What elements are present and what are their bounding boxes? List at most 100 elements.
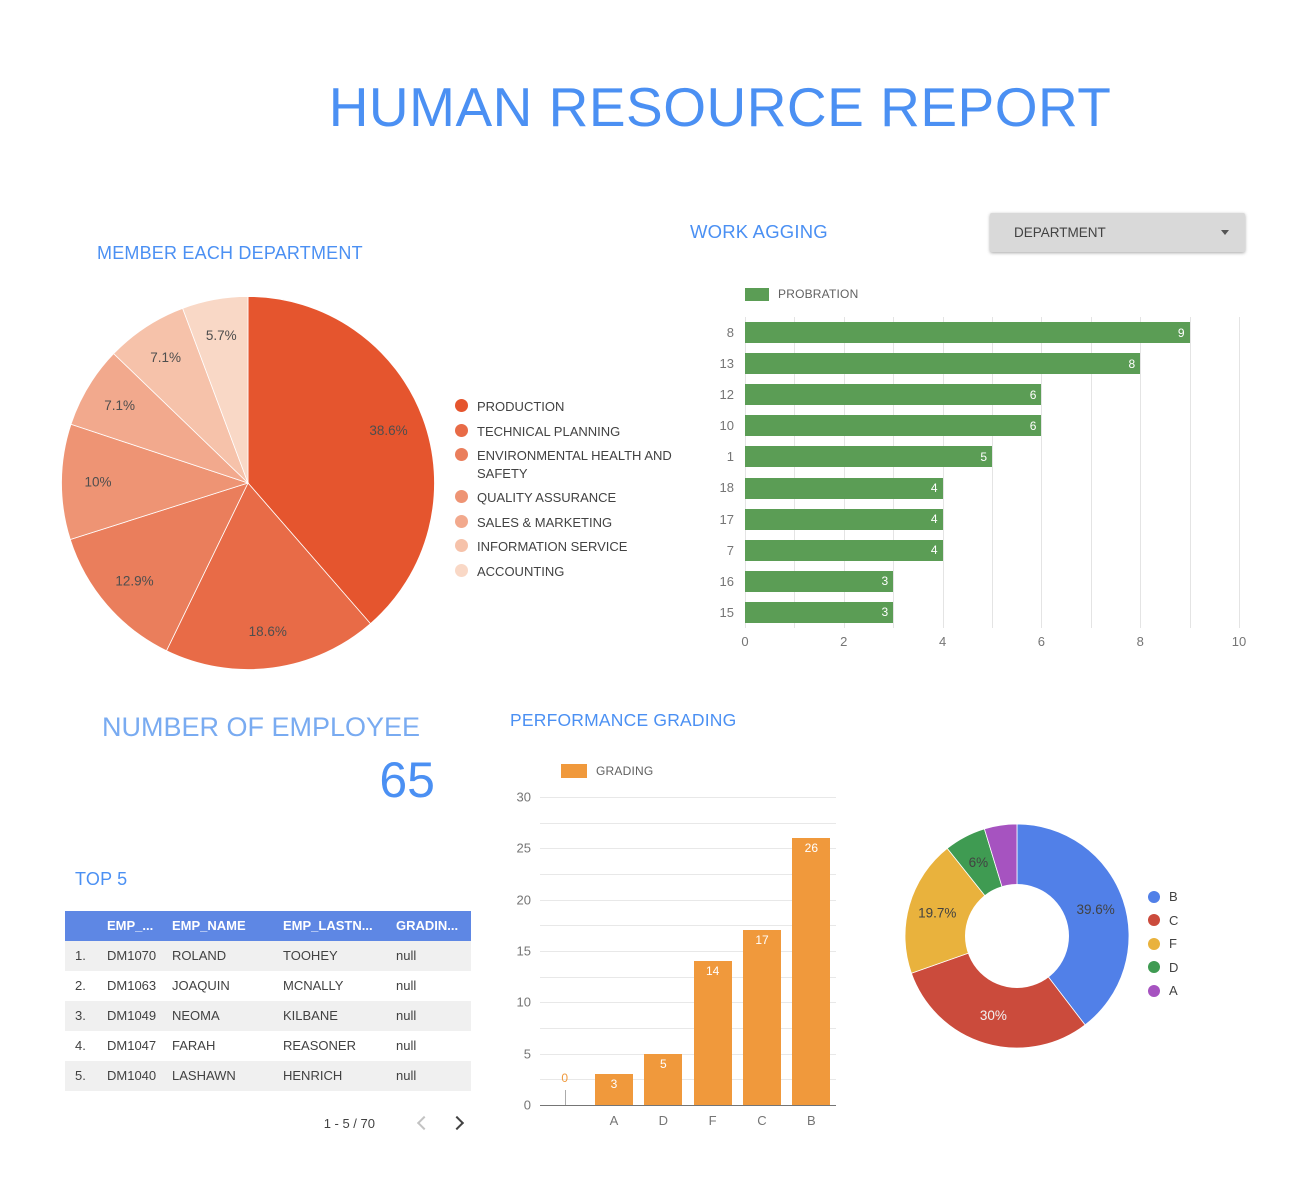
bar[interactable]: 5	[745, 446, 992, 468]
pie-slice-b[interactable]	[1016, 823, 1130, 1026]
table-cell: null	[396, 978, 417, 993]
page-range-label: 1 - 5 / 70	[323, 1115, 375, 1131]
bar[interactable]: 6	[745, 384, 1042, 406]
gridline	[992, 317, 993, 628]
bar-value-label: 8	[1128, 356, 1136, 371]
zero-bar-tick	[564, 1090, 566, 1105]
legend-item: D	[1148, 959, 1178, 977]
pie-slice-accounting[interactable]	[182, 296, 249, 484]
table-header-cell[interactable]: GRADIN...	[396, 918, 459, 933]
gridline	[745, 317, 746, 628]
work-agging-bar-chart[interactable]: 9 8 6 6 5 4 4 4 3 3	[745, 317, 1240, 628]
table-cell: 1.	[75, 948, 86, 963]
pie-slice-environmental-health-and-safety[interactable]	[69, 482, 249, 652]
bar-value-label: 5	[980, 449, 987, 464]
legend-dot-icon	[455, 399, 468, 412]
grading-column-chart[interactable]: 0 3 5 14 17 26	[540, 797, 836, 1106]
table-cell: DM1070	[107, 948, 157, 963]
bar-value-label: 4	[930, 481, 938, 496]
axis-tick-label: 6	[1037, 634, 1046, 649]
gridline	[540, 822, 836, 824]
gridline	[540, 951, 836, 952]
legend-item: INFORMATION SERVICE	[455, 538, 680, 556]
bar[interactable]: 9	[745, 322, 1190, 344]
slice-label: 7.1%	[150, 350, 181, 365]
page-title: HUMAN RESOURCE REPORT	[328, 76, 1112, 138]
legend-dot-icon	[1148, 984, 1160, 997]
member-department-pie-chart[interactable]: 38.6% 18.6% 12.9% 10% 7.1% 7.1% 5.7%	[61, 296, 435, 670]
table-header-cell[interactable]: EMP_LASTN...	[283, 918, 373, 933]
prev-page-button[interactable]	[409, 1110, 435, 1136]
performance-grading-title: PERFORMANCE GRADING	[510, 710, 737, 730]
bar[interactable]: 26	[792, 838, 831, 1105]
bar[interactable]: 4	[745, 477, 943, 499]
employee-count-value: 65	[379, 752, 435, 808]
table-header-cell[interactable]	[65, 911, 107, 941]
bar-value-label: 0	[561, 1071, 568, 1085]
bar[interactable]: 8	[745, 353, 1141, 375]
gridline	[843, 317, 845, 628]
bar[interactable]: 4	[745, 539, 943, 561]
gridline	[1239, 317, 1240, 628]
bar[interactable]: 17	[743, 930, 781, 1105]
gridline	[540, 1028, 836, 1029]
pie-slice-quality-assurance[interactable]	[61, 423, 250, 541]
legend-item: PRODUCTION	[455, 398, 680, 416]
slice-label: 38.6%	[369, 423, 407, 438]
legend-dot-icon	[455, 423, 468, 437]
table-cell: REASONER	[283, 1038, 356, 1053]
top5-pagination: 1 - 5 / 70	[65, 1110, 471, 1136]
axis-tick-label: 10	[516, 994, 531, 1010]
table-cell: DM1040	[107, 1068, 157, 1083]
next-page-button[interactable]	[445, 1110, 471, 1136]
legend-label: PRODUCTION	[477, 399, 565, 414]
legend-item: F	[1148, 935, 1178, 953]
pie-slice-c[interactable]	[910, 935, 1086, 1049]
legend-label: F	[1169, 936, 1177, 952]
pie-slice-production[interactable]	[247, 296, 435, 625]
table-cell: 2.	[75, 978, 86, 993]
bar[interactable]: 6	[745, 415, 1042, 437]
table-cell: FARAH	[172, 1038, 216, 1053]
bar[interactable]: 14	[693, 961, 732, 1105]
probration-legend-swatch	[745, 287, 769, 301]
bar-value-label: 3	[610, 1077, 618, 1092]
gridline	[540, 925, 836, 927]
grading-legend-swatch	[561, 764, 587, 778]
category-label: 15	[719, 604, 734, 620]
bar[interactable]: 3	[745, 601, 894, 623]
bar[interactable]: 3	[595, 1074, 633, 1105]
table-row: 1. DM1070 ROLAND TOOHEY null	[65, 941, 471, 971]
category-label: 8	[726, 325, 734, 340]
table-cell: DM1063	[107, 978, 157, 993]
pie-slice-technical-planning[interactable]	[165, 482, 372, 670]
department-filter-dropdown[interactable]: DEPARTMENT	[990, 213, 1245, 252]
axis-tick-label: 20	[516, 892, 531, 908]
gridline	[540, 874, 836, 875]
category-label: 12	[719, 387, 734, 403]
axis-tick-label: 25	[516, 840, 531, 856]
table-header-cell[interactable]: EMP_...	[107, 918, 154, 933]
gridline	[1090, 317, 1092, 628]
gridline	[893, 317, 895, 628]
slice-label: 6%	[969, 855, 989, 870]
caret-down-icon	[1221, 230, 1229, 235]
gridline	[1041, 317, 1043, 628]
table-cell: DM1049	[107, 1008, 157, 1023]
grading-legend-label: GRADING	[596, 764, 654, 778]
legend-label: C	[1169, 912, 1179, 928]
bar[interactable]: 4	[745, 508, 943, 530]
gridline	[540, 1053, 836, 1055]
category-label: 17	[719, 511, 734, 527]
legend-label: SALES & MARKETING	[477, 514, 613, 530]
table-cell: null	[396, 1008, 417, 1023]
table-header-cell[interactable]: EMP_NAME	[172, 918, 246, 933]
table-cell: 3.	[75, 1008, 86, 1023]
bar-value-label: 9	[1177, 325, 1185, 340]
table-cell: 5.	[75, 1068, 86, 1083]
category-label: 10	[719, 418, 734, 434]
legend-dot-icon	[455, 448, 468, 462]
grading-donut-chart[interactable]: 39.6% 30% 19.7% 6%	[903, 822, 1131, 1050]
bar[interactable]: 5	[644, 1053, 683, 1105]
bar[interactable]: 3	[745, 570, 894, 592]
